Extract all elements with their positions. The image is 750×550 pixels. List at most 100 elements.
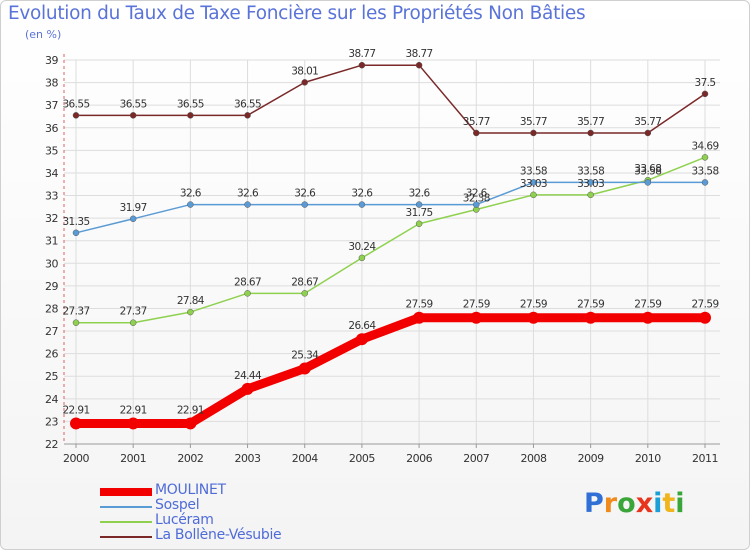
x-tick-label: 2009 bbox=[578, 452, 604, 465]
data-label-luceram: 30.24 bbox=[348, 241, 376, 253]
data-label-moulinet: 22.91 bbox=[120, 404, 147, 416]
legend-label: La Bollène-Vésubie bbox=[155, 527, 282, 543]
y-tick-label: 33 bbox=[45, 190, 58, 203]
x-tick-label: 2000 bbox=[63, 452, 89, 465]
series-line-moulinet bbox=[76, 313, 705, 428]
data-label-la-bollene-vesubie: 38.01 bbox=[291, 65, 318, 77]
y-tick-label: 32 bbox=[45, 212, 58, 225]
data-label-sospel: 32.6 bbox=[351, 188, 373, 200]
data-label-luceram: 34.69 bbox=[691, 140, 718, 152]
data-point-moulinet bbox=[241, 382, 254, 395]
unit-label: (en %) bbox=[25, 28, 62, 41]
series-line-luceram bbox=[76, 156, 706, 324]
y-tick-label: 23 bbox=[45, 415, 58, 428]
data-point-la-bollene-vesubie bbox=[473, 129, 480, 137]
y-tick-label: 35 bbox=[45, 144, 58, 157]
data-label-luceram: 32.38 bbox=[463, 193, 490, 205]
data-label-la-bollene-vesubie: 38.77 bbox=[406, 48, 433, 60]
legend-swatch-moulinet bbox=[100, 487, 152, 496]
data-label-la-bollene-vesubie: 36.55 bbox=[234, 98, 261, 110]
data-point-luceram bbox=[587, 191, 594, 199]
y-tick-label: 37 bbox=[45, 99, 58, 112]
data-point-luceram bbox=[72, 319, 80, 326]
data-label-luceram: 27.37 bbox=[62, 306, 89, 318]
data-label-luceram: 28.67 bbox=[234, 276, 261, 288]
legend-label: Sospel bbox=[155, 497, 200, 513]
data-point-la-bollene-vesubie bbox=[129, 112, 137, 119]
logo-letter: o bbox=[617, 488, 636, 519]
data-point-la-bollene-vesubie bbox=[187, 112, 194, 119]
data-label-luceram: 28.67 bbox=[291, 276, 318, 288]
y-tick-label: 34 bbox=[45, 167, 58, 180]
data-label-la-bollene-vesubie: 36.55 bbox=[62, 98, 89, 110]
data-point-la-bollene-vesubie bbox=[72, 112, 80, 119]
data-point-moulinet bbox=[298, 362, 311, 375]
data-label-luceram: 27.84 bbox=[177, 295, 205, 307]
proxiti-logo: Proxiti bbox=[584, 488, 685, 519]
data-label-moulinet: 27.59 bbox=[691, 299, 718, 311]
gridlines bbox=[64, 59, 720, 445]
data-label-la-bollene-vesubie: 36.55 bbox=[177, 98, 204, 110]
data-point-sospel bbox=[301, 201, 308, 208]
data-point-la-bollene-vesubie bbox=[530, 129, 537, 137]
axes bbox=[63, 54, 720, 448]
data-labels: 36.55 36.55 36.55 36.55 38.01 38.77 38.77 35.77… bbox=[62, 48, 719, 416]
data-label-sospel: 32.6 bbox=[409, 188, 431, 200]
data-label-moulinet: 27.59 bbox=[406, 299, 433, 311]
data-label-sospel: 32.6 bbox=[466, 188, 488, 200]
data-point-sospel bbox=[358, 201, 366, 208]
data-point-la-bollene-vesubie bbox=[644, 129, 652, 137]
data-point-moulinet bbox=[127, 417, 140, 430]
data-label-sospel: 33.58 bbox=[577, 165, 604, 177]
data-label-sospel: 33.58 bbox=[634, 165, 661, 177]
legend-swatch-luceram bbox=[100, 520, 152, 523]
data-label-moulinet: 27.59 bbox=[520, 299, 547, 311]
data-label-moulinet: 22.91 bbox=[177, 404, 204, 416]
data-point-sospel bbox=[187, 201, 194, 208]
data-label-moulinet: 24.44 bbox=[234, 370, 262, 382]
data-label-sospel: 31.97 bbox=[120, 202, 147, 214]
y-tick-label: 26 bbox=[45, 348, 58, 361]
data-label-la-bollene-vesubie: 35.77 bbox=[463, 116, 490, 128]
data-point-sospel bbox=[644, 179, 652, 186]
data-label-luceram: 27.37 bbox=[120, 306, 147, 318]
data-label-la-bollene-vesubie: 38.77 bbox=[348, 48, 375, 60]
legend-label: Lucéram bbox=[155, 512, 214, 528]
data-point-moulinet bbox=[413, 311, 426, 324]
data-point-moulinet bbox=[641, 311, 654, 324]
x-tick-labels: 2000 2001 2002 2003 2004 2005 2006 2007 2008 2009… bbox=[63, 452, 719, 465]
x-tick-label: 2005 bbox=[349, 452, 375, 465]
logo-letter: t bbox=[662, 488, 676, 519]
data-point-sospel bbox=[587, 179, 594, 186]
data-point-luceram bbox=[701, 154, 709, 161]
logo-letter: r bbox=[603, 488, 618, 519]
y-tick-label: 28 bbox=[45, 302, 58, 315]
data-point-la-bollene-vesubie bbox=[701, 90, 709, 98]
x-tick-label: 2004 bbox=[292, 452, 318, 465]
data-label-la-bollene-vesubie: 35.77 bbox=[577, 116, 604, 128]
y-tick-labels: 22 23 24 25 26 27 28 29 30 31 32 33 34 35 36 37 38 39 bbox=[45, 54, 59, 451]
y-tick-label: 36 bbox=[45, 122, 58, 135]
y-tick-label: 39 bbox=[45, 54, 58, 67]
data-point-la-bollene-vesubie bbox=[358, 61, 366, 69]
data-point-moulinet bbox=[584, 311, 597, 324]
y-tick-label: 27 bbox=[45, 325, 58, 338]
data-label-sospel: 32.6 bbox=[237, 188, 259, 200]
x-tick-label: 2006 bbox=[406, 452, 432, 465]
data-label-moulinet: 27.59 bbox=[577, 299, 604, 311]
data-label-luceram: 33.03 bbox=[577, 178, 604, 190]
series-line-la-bollene-vesubie bbox=[76, 64, 706, 134]
data-point-luceram bbox=[244, 290, 251, 297]
data-point-la-bollene-vesubie bbox=[587, 129, 594, 137]
y-tick-label: 30 bbox=[45, 257, 58, 270]
data-point-luceram bbox=[129, 319, 137, 326]
data-label-la-bollene-vesubie: 37.5 bbox=[695, 77, 716, 89]
data-point-sospel bbox=[701, 179, 709, 186]
data-point-sospel bbox=[415, 201, 423, 208]
data-label-luceram: 31.75 bbox=[406, 207, 433, 219]
series-lines bbox=[70, 61, 711, 430]
data-point-luceram bbox=[358, 254, 366, 262]
data-point-sospel bbox=[473, 201, 480, 208]
data-point-moulinet bbox=[527, 311, 540, 324]
